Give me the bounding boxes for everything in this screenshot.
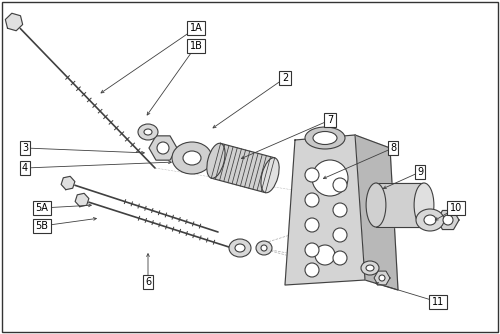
Ellipse shape — [256, 241, 272, 255]
Ellipse shape — [261, 158, 279, 193]
Polygon shape — [212, 143, 274, 193]
Text: 9: 9 — [417, 167, 423, 177]
Polygon shape — [285, 135, 365, 285]
Text: 1B: 1B — [190, 41, 202, 51]
Circle shape — [315, 245, 335, 265]
Circle shape — [305, 168, 319, 182]
Ellipse shape — [305, 127, 345, 149]
Text: 5B: 5B — [36, 221, 49, 231]
Circle shape — [157, 142, 169, 154]
Circle shape — [305, 193, 319, 207]
Ellipse shape — [172, 142, 212, 174]
Circle shape — [379, 275, 385, 281]
Circle shape — [333, 251, 347, 265]
Ellipse shape — [138, 124, 158, 140]
Ellipse shape — [361, 261, 379, 275]
Text: 10: 10 — [450, 203, 462, 213]
Circle shape — [305, 243, 319, 257]
Text: 3: 3 — [22, 143, 28, 153]
Ellipse shape — [207, 143, 225, 178]
Ellipse shape — [261, 245, 267, 251]
Polygon shape — [61, 176, 75, 190]
Text: 7: 7 — [327, 115, 333, 125]
Circle shape — [305, 218, 319, 232]
Text: 5A: 5A — [36, 203, 49, 213]
Ellipse shape — [424, 215, 436, 225]
Ellipse shape — [366, 265, 374, 271]
Polygon shape — [355, 135, 398, 290]
Text: 4: 4 — [22, 163, 28, 173]
Ellipse shape — [366, 183, 386, 227]
Ellipse shape — [144, 129, 152, 135]
Text: 11: 11 — [432, 297, 444, 307]
Circle shape — [333, 178, 347, 192]
Circle shape — [305, 263, 319, 277]
Ellipse shape — [313, 132, 337, 145]
Ellipse shape — [183, 151, 201, 165]
Ellipse shape — [416, 209, 444, 231]
Ellipse shape — [414, 183, 434, 227]
Polygon shape — [6, 13, 22, 31]
Polygon shape — [75, 193, 89, 207]
Polygon shape — [374, 271, 390, 285]
Text: 1A: 1A — [190, 23, 202, 33]
Ellipse shape — [229, 239, 251, 257]
Text: 2: 2 — [282, 73, 288, 83]
Polygon shape — [149, 136, 177, 160]
Circle shape — [333, 203, 347, 217]
Text: 8: 8 — [390, 143, 396, 153]
Polygon shape — [437, 210, 459, 229]
Ellipse shape — [235, 244, 245, 252]
Polygon shape — [376, 183, 424, 227]
Circle shape — [333, 228, 347, 242]
Circle shape — [443, 215, 453, 225]
Circle shape — [312, 160, 348, 196]
Text: 6: 6 — [145, 277, 151, 287]
